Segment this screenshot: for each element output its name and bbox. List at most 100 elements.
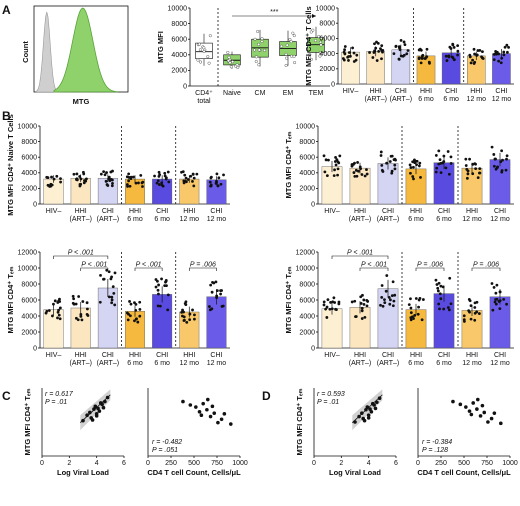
data-point (393, 157, 397, 161)
data-point (332, 296, 336, 300)
x-tick-label: (ART–) (349, 216, 371, 223)
x-tick-label: HHI (466, 208, 478, 215)
data-point (207, 61, 211, 65)
data-point (55, 174, 59, 178)
data-point (389, 154, 393, 158)
x-tick-label: HHI (183, 208, 195, 215)
data-point (360, 173, 364, 176)
data-point (507, 45, 510, 49)
data-point (388, 298, 392, 302)
data-point (490, 282, 494, 285)
x-tick-label: CHI (382, 208, 394, 215)
y-tick-label: 4000 (299, 313, 315, 320)
data-point (107, 295, 111, 299)
x-tick-label: CHI (494, 208, 506, 215)
y-tick-label: 6000 (319, 36, 335, 43)
y-tick-label: 8000 (299, 139, 315, 146)
data-point (208, 305, 211, 308)
data-point (481, 50, 484, 53)
data-point (309, 57, 313, 61)
y-tick-label: 4000 (299, 170, 315, 177)
x-tick-label: CHI (210, 352, 222, 359)
data-point (411, 175, 415, 178)
data-point (380, 164, 384, 167)
data-point (343, 52, 347, 56)
data-point (421, 298, 425, 301)
data-point (198, 48, 202, 52)
data-point (196, 58, 200, 62)
significance-label: P < .001 (81, 262, 107, 269)
data-point (504, 168, 508, 172)
chart-D-viral: 0 2 4 6 Log Viral Load MTG MFI CD4⁺ Tₑₘ r = 0.… (295, 388, 398, 477)
x-tick-label: HIV– (324, 352, 340, 359)
data-point (436, 286, 440, 290)
data-point (161, 184, 165, 188)
data-point (365, 304, 369, 308)
data-point (112, 291, 116, 295)
significance-label: P < .001 (361, 262, 387, 269)
data-point (468, 53, 472, 57)
y-axis-label: MTG MFI (156, 31, 165, 63)
data-point (352, 171, 356, 174)
x-tick-label: HHI (420, 88, 432, 95)
significance-bracket (415, 267, 445, 271)
significance-bracket (80, 267, 109, 271)
data-point (360, 309, 364, 313)
data-point (166, 308, 170, 312)
data-point (448, 45, 452, 49)
data-point (413, 158, 416, 162)
data-point (98, 300, 102, 304)
x-tick-label: HHI (370, 88, 382, 95)
data-point (425, 47, 429, 51)
data-point (469, 412, 474, 417)
data-point (199, 413, 204, 418)
data-point (164, 279, 168, 282)
data-point (127, 175, 131, 179)
x-tick-label: 750 (211, 460, 223, 467)
data-point (46, 183, 50, 187)
data-point (353, 420, 357, 424)
x-tick-label: 0 (312, 460, 316, 467)
data-point (59, 180, 62, 184)
data-point (365, 405, 370, 409)
data-point (228, 61, 232, 65)
significance-label: P = .006 (417, 262, 443, 269)
data-point (212, 281, 216, 285)
x-tick-label: (ART–) (377, 360, 399, 367)
data-point (103, 173, 107, 177)
data-point (391, 304, 395, 308)
chart-B-tem1: 0 2000 4000 6000 8000 10000 12000 MTG MFI CD4⁺ … (6, 249, 230, 367)
data-point (366, 413, 371, 418)
x-tick-label: 4 (367, 460, 371, 467)
x-tick-label: 6 mo (154, 216, 170, 223)
data-point (456, 49, 460, 53)
x-axis-label: Log Viral Load (329, 468, 381, 477)
y-tick-label: 12000 (18, 249, 38, 256)
stat-annotation: r = -0.482 (152, 439, 182, 446)
data-point (442, 154, 446, 158)
data-point (197, 410, 202, 414)
data-point (409, 311, 413, 315)
data-point (158, 183, 161, 186)
x-tick-label: HHI (466, 352, 478, 359)
data-point (388, 302, 392, 306)
data-point (362, 418, 367, 423)
data-point (263, 48, 267, 52)
data-point (494, 298, 497, 301)
data-point (88, 410, 92, 415)
x-tick-label: 0 (40, 460, 44, 467)
x-tick-label: (ART–) (69, 216, 91, 223)
data-point (101, 405, 106, 410)
y-tick-label: 6000 (299, 297, 315, 304)
data-point (501, 158, 504, 162)
data-point (319, 36, 323, 40)
y-tick-label: 10000 (18, 123, 38, 130)
data-point (494, 291, 498, 295)
data-point (103, 399, 107, 404)
data-point (59, 177, 62, 181)
data-point (390, 169, 394, 173)
data-point (82, 181, 86, 185)
data-point (100, 402, 104, 407)
data-point (166, 293, 170, 297)
